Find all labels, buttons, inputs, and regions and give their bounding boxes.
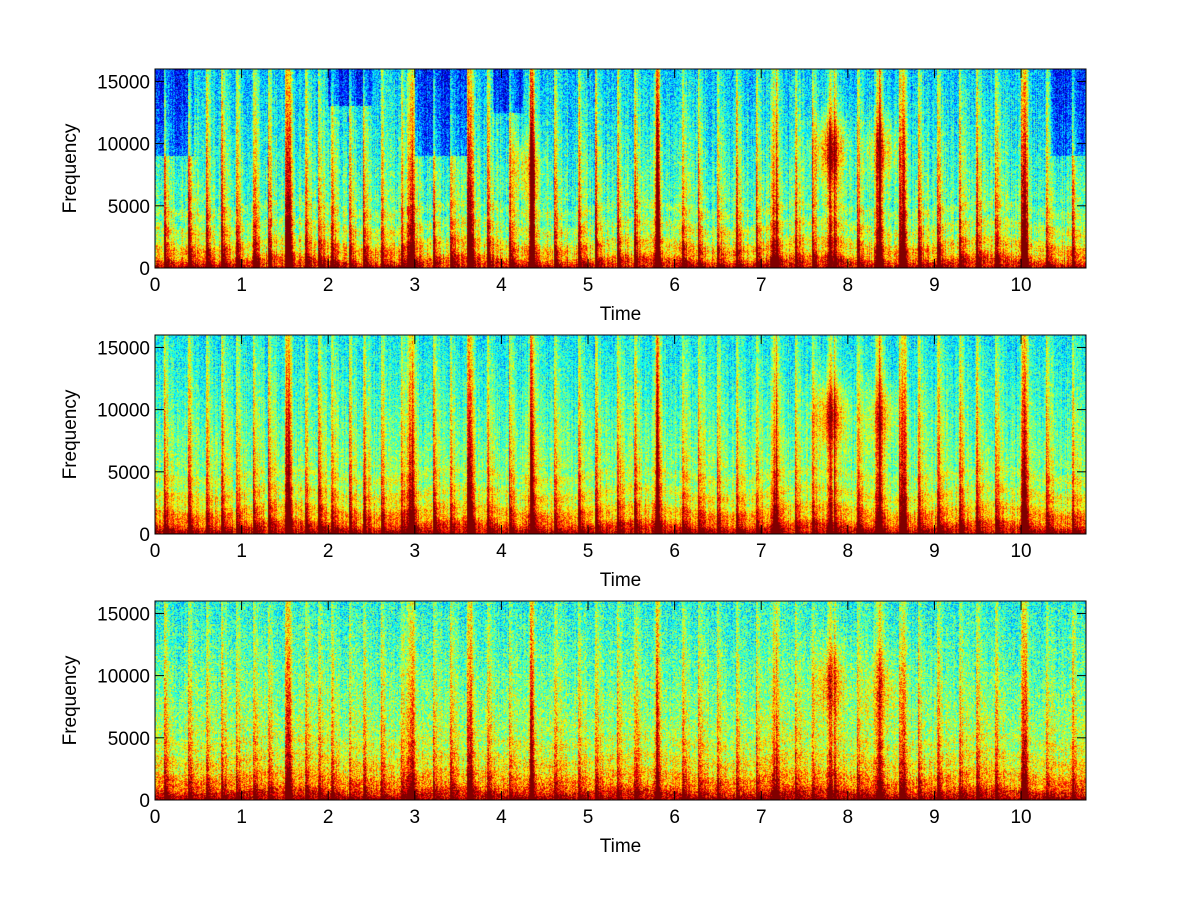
- y-tick-label: 0: [139, 259, 150, 280]
- x-tick-label: 7: [756, 541, 767, 562]
- x-tick-label: 10: [1010, 807, 1031, 828]
- y-tick-label: 5000: [108, 463, 150, 484]
- x-tick-label: 4: [496, 807, 507, 828]
- x-tick-label: 10: [1010, 541, 1031, 562]
- y-axis-label: Frequency: [60, 123, 81, 213]
- x-axis-label: Time: [600, 836, 642, 857]
- y-tick-label: 10000: [97, 135, 150, 156]
- x-tick-label: 8: [843, 275, 854, 296]
- spectrogram-panel-bottom: 0 1 2 3 4 5 6 7 8 9 10 0 5000 10000 15000 Time Frequency: [60, 600, 1087, 857]
- spectrogram-panel-middle: 0 1 2 3 4 5 6 7 8 9 10 0 5000 10000 15000 Time Frequency: [60, 334, 1087, 591]
- x-tick-label: 4: [496, 541, 507, 562]
- axes-frame: [154, 68, 1087, 269]
- y-axis-label: Frequency: [60, 389, 81, 479]
- y-tick-label: 0: [139, 791, 150, 812]
- spectrogram-image: [155, 601, 1086, 800]
- x-tick-label: 0: [150, 275, 161, 296]
- x-tick-label: 9: [929, 541, 940, 562]
- x-tick-label: 7: [756, 807, 767, 828]
- x-tick-label: 3: [410, 275, 421, 296]
- y-tick-label: 15000: [97, 604, 150, 625]
- x-tick-label: 5: [583, 541, 594, 562]
- x-tick-label: 7: [756, 275, 767, 296]
- y-tick-label: 10000: [97, 401, 150, 422]
- axes-frame: [154, 600, 1087, 801]
- x-tick-label: 1: [236, 541, 247, 562]
- x-tick-label: 4: [496, 275, 507, 296]
- y-tick-label: 5000: [108, 197, 150, 218]
- y-axis-label: Frequency: [60, 655, 81, 745]
- x-tick-label: 1: [236, 275, 247, 296]
- x-tick-label: 6: [669, 807, 680, 828]
- x-tick-label: 0: [150, 807, 161, 828]
- x-tick-label: 5: [583, 275, 594, 296]
- x-tick-label: 5: [583, 807, 594, 828]
- x-tick-label: 2: [323, 541, 334, 562]
- x-tick-label: 2: [323, 807, 334, 828]
- x-tick-label: 8: [843, 541, 854, 562]
- x-tick-label: 10: [1010, 275, 1031, 296]
- y-tick-label: 15000: [97, 72, 150, 93]
- x-tick-label: 6: [669, 541, 680, 562]
- axes-frame: [154, 334, 1087, 535]
- y-tick-label: 15000: [97, 338, 150, 359]
- x-axis-label: Time: [600, 570, 642, 591]
- spectrogram-image: [155, 335, 1086, 534]
- x-axis-label: Time: [600, 304, 642, 325]
- spectrogram-panel-top: 0 1 2 3 4 5 6 7 8 9 10 0 5000 10000 15000 Time Frequency: [60, 68, 1087, 325]
- y-tick-label: 0: [139, 525, 150, 546]
- x-tick-label: 8: [843, 807, 854, 828]
- y-tick-label: 10000: [97, 667, 150, 688]
- x-tick-label: 1: [236, 807, 247, 828]
- subplot-group: 0 1 2 3 4 5 6 7 8 9 10050001000015000TimeFrequency…: [60, 68, 1087, 857]
- x-tick-label: 2: [323, 275, 334, 296]
- spectrogram-image: [155, 69, 1086, 268]
- x-tick-label: 9: [929, 807, 940, 828]
- x-tick-label: 0: [150, 541, 161, 562]
- x-tick-label: 6: [669, 275, 680, 296]
- x-tick-label: 3: [410, 807, 421, 828]
- x-tick-label: 9: [929, 275, 940, 296]
- x-tick-label: 3: [410, 541, 421, 562]
- y-tick-label: 5000: [108, 729, 150, 750]
